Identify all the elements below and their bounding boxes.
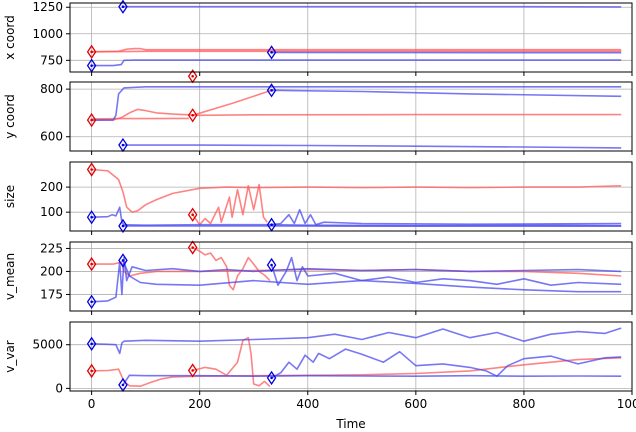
event-marker-dot bbox=[270, 263, 273, 267]
event-marker-red bbox=[86, 363, 97, 379]
axes-frame bbox=[69, 81, 633, 152]
series-line-blue bbox=[270, 256, 622, 286]
event-marker-red bbox=[86, 44, 97, 60]
event-marker-dot bbox=[90, 50, 93, 54]
y-tick-label: 1250 bbox=[32, 0, 63, 14]
y-tick-label: 100 bbox=[40, 205, 63, 219]
axes-frame bbox=[69, 321, 633, 392]
event-marker-dot bbox=[191, 246, 194, 249]
y-axis-label: x coord bbox=[3, 15, 17, 60]
x-tick-label: 200 bbox=[188, 397, 211, 411]
event-marker-dot bbox=[90, 300, 93, 304]
event-marker-red bbox=[187, 240, 198, 255]
event-marker-dot bbox=[90, 262, 93, 266]
y-tick-label: 600 bbox=[40, 130, 63, 144]
event-marker-blue bbox=[266, 257, 277, 273]
event-marker-blue bbox=[266, 83, 277, 98]
series-line-blue bbox=[271, 208, 622, 226]
event-marker-dot bbox=[121, 224, 125, 228]
event-marker-blue bbox=[118, 0, 128, 14]
event-marker-dot bbox=[191, 369, 194, 372]
series-line-blue bbox=[91, 59, 622, 67]
axes-frame bbox=[69, 2, 633, 73]
y-tick-label: 750 bbox=[40, 53, 63, 67]
event-marker-dot bbox=[121, 143, 125, 147]
event-marker-blue bbox=[266, 370, 277, 386]
event-marker-red bbox=[86, 112, 97, 128]
event-marker-red bbox=[187, 207, 198, 222]
event-marker-dot bbox=[191, 114, 194, 117]
panel-v-var: 0 5000 0 200 400 600 800 1000 v_var bbox=[3, 321, 636, 411]
event-marker-dot bbox=[121, 5, 125, 9]
x-tick-label: 0 bbox=[88, 397, 96, 411]
event-marker-red bbox=[86, 162, 97, 177]
event-marker-dot bbox=[90, 369, 93, 373]
event-marker-blue bbox=[118, 218, 128, 234]
series-line-red bbox=[91, 117, 189, 120]
event-marker-dot bbox=[270, 223, 273, 227]
event-marker-blue bbox=[86, 336, 97, 352]
series-line-blue bbox=[122, 374, 622, 386]
x-tick-label: 600 bbox=[404, 397, 427, 411]
event-marker-dot bbox=[90, 215, 93, 219]
panel-v-mean: 175 200 225 v_mean bbox=[3, 240, 633, 315]
series-line-blue bbox=[91, 256, 622, 303]
panel-x-coord: 750 1000 1250 x coord bbox=[3, 0, 633, 84]
x-tick-label: 400 bbox=[296, 397, 319, 411]
event-marker-dot bbox=[90, 342, 93, 346]
series-line-red bbox=[192, 183, 268, 226]
panel-size: 100 200 size bbox=[3, 161, 633, 235]
panel-y-coord: 600 800 y coord bbox=[3, 81, 633, 155]
axes-frame bbox=[69, 241, 633, 312]
event-marker-blue bbox=[86, 210, 97, 225]
series-line-blue bbox=[271, 348, 622, 379]
series-line-red bbox=[192, 246, 271, 291]
event-marker-red bbox=[187, 108, 198, 123]
series-line-red bbox=[91, 357, 622, 387]
event-marker-dot bbox=[90, 118, 93, 122]
y-tick-label: 800 bbox=[40, 82, 63, 96]
y-axis-label: v_mean bbox=[3, 253, 17, 300]
series-line-blue bbox=[123, 144, 622, 149]
series-line-red bbox=[91, 50, 622, 53]
y-tick-label: 200 bbox=[40, 264, 63, 278]
y-tick-label: 175 bbox=[40, 287, 63, 301]
series-line-red bbox=[193, 75, 268, 76]
event-marker-blue bbox=[118, 253, 128, 268]
x-axis-label: Time bbox=[335, 417, 365, 431]
y-axis-label: size bbox=[3, 185, 17, 208]
series-line-blue bbox=[271, 89, 622, 98]
y-axis-label: y coord bbox=[3, 94, 17, 139]
event-marker-dot bbox=[90, 168, 93, 171]
axes-frame bbox=[69, 161, 633, 232]
event-marker-dot bbox=[270, 376, 273, 380]
y-tick-label: 200 bbox=[40, 180, 63, 194]
series-line-blue bbox=[91, 86, 622, 121]
series-line-red bbox=[192, 89, 272, 117]
series-line-red bbox=[91, 47, 622, 53]
y-tick-label: 225 bbox=[40, 241, 63, 255]
event-marker-dot bbox=[121, 259, 125, 262]
y-tick-label: 5000 bbox=[32, 338, 63, 352]
x-tick-label: 800 bbox=[512, 397, 535, 411]
event-marker-dot bbox=[270, 89, 273, 92]
event-marker-red bbox=[86, 256, 97, 272]
x-tick-label: 1000 bbox=[617, 397, 636, 411]
event-marker-dot bbox=[270, 51, 273, 54]
series-line-red bbox=[91, 168, 622, 213]
y-tick-label: 0 bbox=[55, 381, 63, 395]
event-marker-dot bbox=[90, 64, 93, 67]
event-marker-dot bbox=[191, 213, 194, 216]
event-marker-red bbox=[187, 363, 198, 378]
event-marker-dot bbox=[121, 383, 125, 387]
event-marker-blue bbox=[266, 45, 277, 60]
y-tick-label: 1000 bbox=[32, 27, 63, 41]
y-axis-label: v_var bbox=[3, 340, 17, 373]
series-line-blue bbox=[91, 327, 622, 355]
series-line-blue bbox=[122, 260, 622, 293]
event-marker-dot bbox=[191, 74, 194, 78]
event-marker-blue bbox=[86, 294, 97, 309]
